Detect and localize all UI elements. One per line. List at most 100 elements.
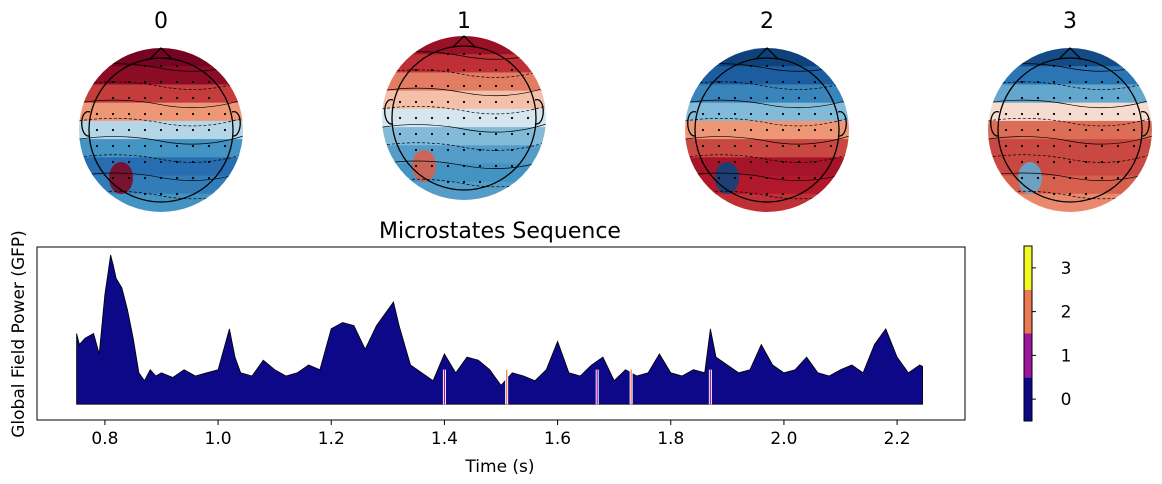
sensor-dot xyxy=(191,160,195,164)
colorbar-frame xyxy=(1023,245,1033,422)
x-tick-label: 1.4 xyxy=(431,429,458,449)
sensor-dot xyxy=(111,80,115,84)
sensor-dot xyxy=(510,116,514,120)
sensor-dot xyxy=(1068,80,1072,84)
sensor-dot xyxy=(207,176,211,180)
sensor-dot xyxy=(494,148,498,152)
sensor-dot xyxy=(478,68,482,72)
sensor-dot xyxy=(813,128,817,132)
sensor-dot xyxy=(111,144,115,148)
topomap-band xyxy=(79,193,243,212)
sensor-dot xyxy=(1052,96,1056,100)
colorbar-segment xyxy=(1024,333,1032,378)
sensor-dot xyxy=(478,84,482,88)
sensor-dot xyxy=(765,176,769,180)
sensor-dot xyxy=(1052,112,1056,116)
sensor-dot xyxy=(175,64,179,68)
sensor-dot xyxy=(1084,176,1088,180)
sensor-dot xyxy=(765,64,769,68)
sensor-dot xyxy=(526,116,530,120)
sensor-dot xyxy=(414,68,418,72)
sensor-dot xyxy=(733,80,737,84)
sensor-dot xyxy=(1100,176,1104,180)
topomap-band xyxy=(382,72,546,92)
topomap-contour xyxy=(988,153,1152,163)
left-ear xyxy=(384,99,394,125)
sensor-dot xyxy=(95,112,99,116)
topomap-contour xyxy=(988,99,1152,109)
sensor-dot xyxy=(398,100,402,104)
sensor-dot xyxy=(1132,112,1136,116)
topomap-band xyxy=(988,193,1152,212)
sensor-dot xyxy=(414,84,418,88)
sensor-dot xyxy=(717,144,721,148)
topomap-contour xyxy=(685,135,849,145)
sensor-dot xyxy=(1068,64,1072,68)
sensor-dot xyxy=(143,80,147,84)
x-tick-label: 1.2 xyxy=(318,429,345,449)
sensor-dot xyxy=(223,144,227,148)
sensor-dot xyxy=(1100,96,1104,100)
sensor-dot xyxy=(765,128,769,132)
sensor-dot xyxy=(175,96,179,100)
sensor-dot xyxy=(430,132,434,136)
sensor-dot xyxy=(829,112,833,116)
sensor-dot xyxy=(1132,144,1136,148)
sensor-dot xyxy=(797,112,801,116)
sensor-dot xyxy=(494,132,498,136)
x-axis-label: Time (s) xyxy=(464,457,534,477)
sensor-dot xyxy=(159,80,163,84)
topomap-field xyxy=(988,48,1152,212)
sensor-dot xyxy=(1116,160,1120,164)
sensor-dot xyxy=(398,132,402,136)
topomap-0: 0 xyxy=(79,9,243,212)
sensor-dot xyxy=(797,176,801,180)
sensor-dot xyxy=(111,128,115,132)
sensor-dot xyxy=(1020,80,1024,84)
sensor-dot xyxy=(1116,112,1120,116)
sensor-dot xyxy=(143,96,147,100)
sensor-dot xyxy=(1052,80,1056,84)
sensor-dot xyxy=(1084,128,1088,132)
sensor-dot xyxy=(143,64,147,68)
topomap-1: 1 xyxy=(382,9,546,200)
x-tick-label: 1.8 xyxy=(657,429,684,449)
sensor-dot xyxy=(1020,128,1024,132)
sensor-dot xyxy=(1116,176,1120,180)
right-ear xyxy=(837,111,847,137)
topomap-band xyxy=(685,84,849,104)
sensor-dot xyxy=(1068,160,1072,164)
sensor-dot xyxy=(1100,128,1104,132)
sensor-dot xyxy=(111,160,115,164)
sensor-dot xyxy=(159,192,163,196)
head-outline xyxy=(997,57,1143,203)
topomap-band xyxy=(79,84,243,104)
sensor-dot xyxy=(1068,144,1072,148)
sensor-dot xyxy=(765,112,769,116)
left-ear xyxy=(990,111,1000,137)
sensor-dot xyxy=(813,176,817,180)
sensor-dot xyxy=(701,112,705,116)
sensor-dot xyxy=(430,148,434,152)
sensor-dot xyxy=(1052,176,1056,180)
topomap-band xyxy=(685,193,849,212)
sensor-dot xyxy=(813,144,817,148)
sensor-dot xyxy=(494,164,498,168)
sensor-dot xyxy=(1100,112,1104,116)
sensor-dot xyxy=(95,144,99,148)
topomap-contour xyxy=(382,141,546,151)
topomap-contour xyxy=(382,123,546,133)
sensor-dot xyxy=(781,128,785,132)
sensor-dot xyxy=(1036,160,1040,164)
plot-area xyxy=(76,254,924,405)
sensor-dot xyxy=(1084,112,1088,116)
sensor-dot xyxy=(510,132,514,136)
sensor-dot xyxy=(1036,144,1040,148)
sensor-dot xyxy=(446,52,450,56)
sensor-dot xyxy=(733,176,737,180)
sensor-dot xyxy=(813,96,817,100)
sensor-dot xyxy=(813,80,817,84)
sensor-dot xyxy=(430,100,434,104)
topomap-band xyxy=(382,181,546,200)
transition-mark xyxy=(506,369,508,405)
